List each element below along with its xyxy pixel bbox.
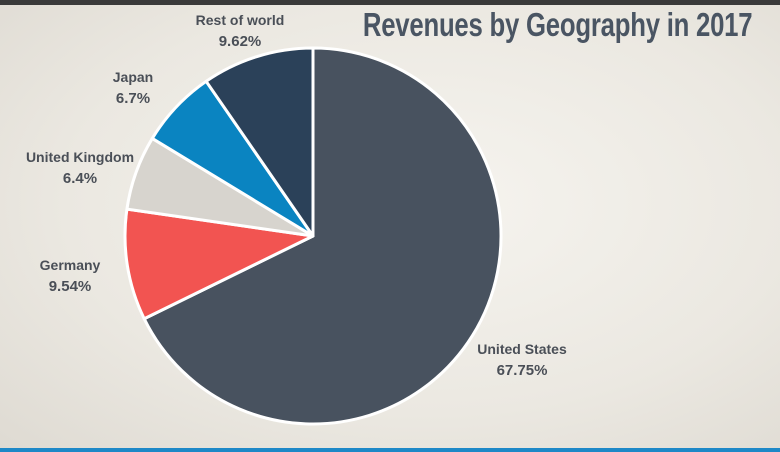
bottom-bar (0, 448, 780, 452)
pie-slice-rest-of-world (204, 46, 315, 238)
slice-label-rest-of-world: Rest of world (196, 12, 285, 28)
pie-labels: United States 67.75% Germany 9.54% United Ki… (26, 12, 567, 379)
slice-label-germany: Germany (40, 257, 101, 273)
slice-value-rest-of-world: 9.62% (219, 33, 262, 50)
pie-slice-united-states (142, 46, 503, 426)
pie-slices (123, 46, 503, 426)
slice-label-japan: Japan (113, 69, 153, 85)
top-bar (0, 0, 780, 5)
slice-label-united-states: United States (477, 341, 567, 357)
slice-label-united-kingdom: United Kingdom (26, 149, 134, 165)
chart-title: Revenues by Geography in 2017 (362, 6, 753, 43)
slice-value-japan: 6.7% (116, 90, 150, 107)
slice-value-united-states: 67.75% (497, 362, 548, 379)
pie-slice-germany (123, 207, 315, 321)
slice-value-germany: 9.54% (49, 278, 92, 295)
slice-value-united-kingdom: 6.4% (63, 170, 97, 187)
